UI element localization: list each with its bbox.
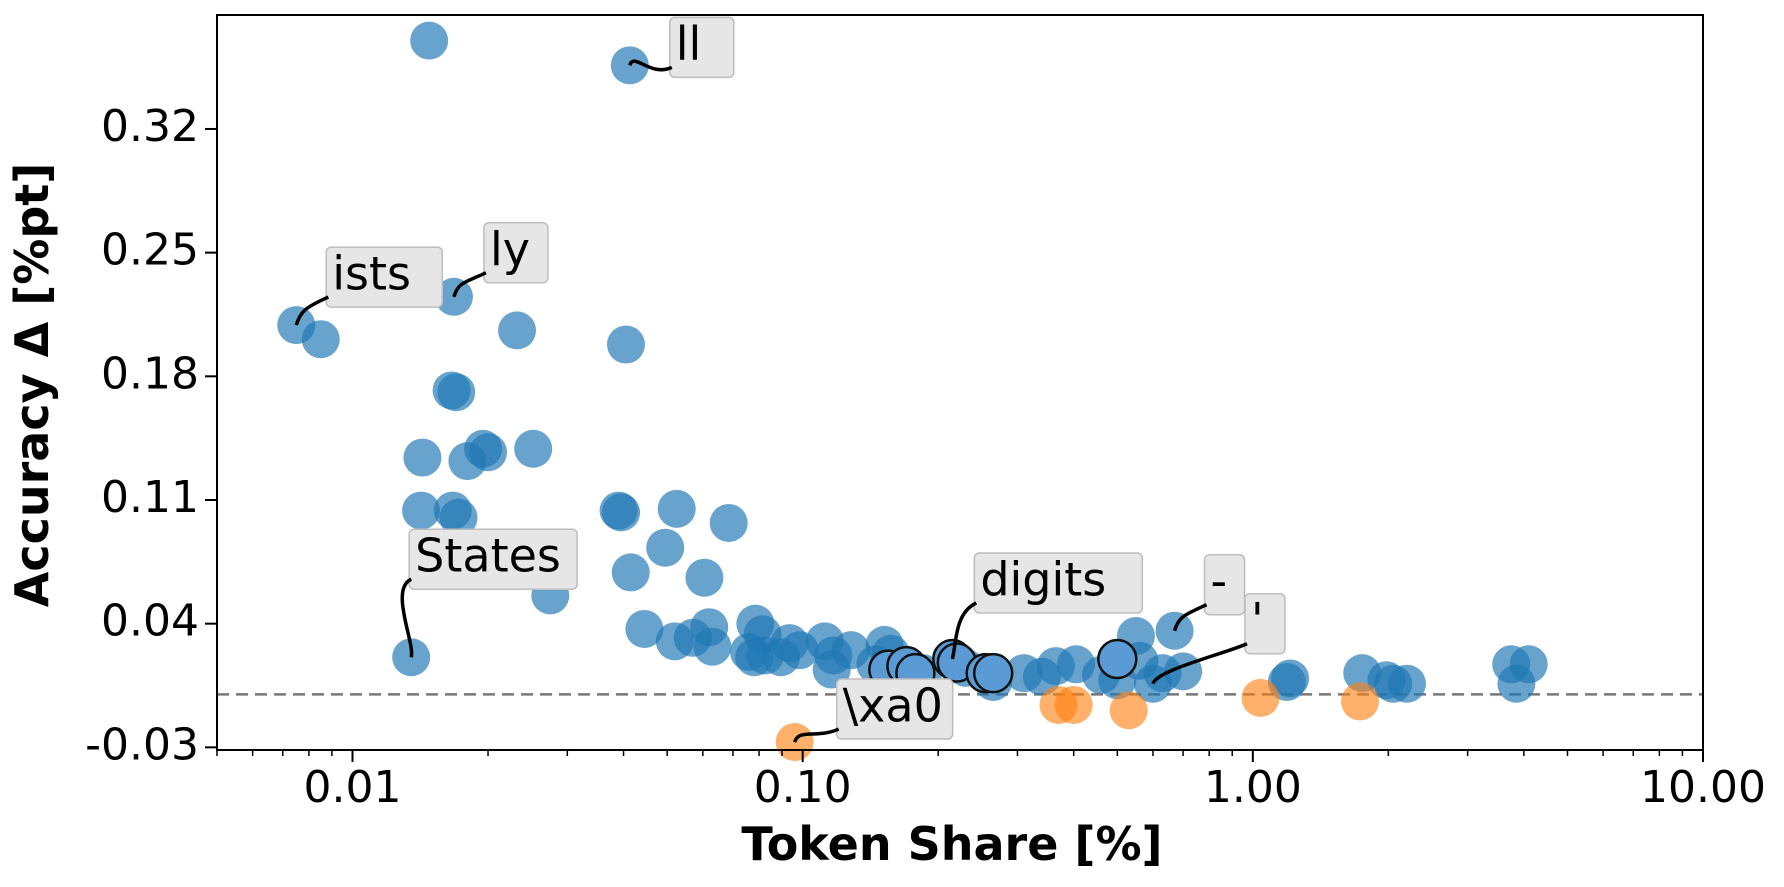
y-axis-title: Accuracy Δ [%pt] <box>5 163 59 608</box>
annotation-leader-line <box>400 577 414 658</box>
data-point-negative <box>1340 682 1379 721</box>
x-tick-label: 10.00 <box>1640 762 1766 813</box>
x-tick-label: 0.10 <box>754 762 852 813</box>
y-tick-label: 0.18 <box>101 348 199 399</box>
annotation: ly <box>452 222 549 298</box>
annotation-box <box>483 222 549 284</box>
annotation: - <box>1172 553 1246 632</box>
y-tick-label: 0.32 <box>101 101 199 152</box>
x-axis: 0.01 0.10 1.00 10.00 <box>216 750 1766 813</box>
plot-frame <box>216 14 1704 751</box>
x-tick-label: 0.01 <box>304 762 402 813</box>
annotation: ' <box>1151 592 1286 685</box>
annotation-label: ll <box>676 17 702 71</box>
y-tick-label: 0.25 <box>101 225 199 276</box>
annotation-leader-line <box>294 295 329 326</box>
x-tick-label: 1.00 <box>1204 762 1302 813</box>
data-point-positive <box>625 609 664 648</box>
y-tick-label: -0.03 <box>85 719 199 770</box>
data-point-positive <box>514 429 553 468</box>
data-point-positive <box>402 491 441 530</box>
annotation: ists <box>294 246 444 326</box>
annotation-label: digits <box>980 553 1106 607</box>
annotation-leader-line <box>452 271 487 298</box>
annotation: ll <box>628 16 735 79</box>
data-point-highlight <box>1097 638 1138 680</box>
annotation-box <box>1244 592 1286 655</box>
data-point-positive <box>439 498 478 537</box>
data-point-positive <box>611 553 650 592</box>
annotation-label: - <box>1211 554 1228 608</box>
data-point-negative <box>1109 691 1148 730</box>
annotation-box <box>408 528 578 590</box>
data-point-positive <box>657 489 696 528</box>
annotation-leader-line <box>950 601 978 660</box>
annotation: digits <box>950 552 1144 660</box>
annotation-leader-line <box>1151 642 1248 685</box>
annotation-label: States <box>415 529 561 583</box>
annotation-box <box>325 246 444 308</box>
annotation-label: ' <box>1251 593 1264 647</box>
y-tick-label: 0.11 <box>101 472 199 523</box>
data-point-positive <box>403 438 442 477</box>
data-point-positive <box>437 373 476 412</box>
annotations-layer: ll ists ly States digits -' \xa0 <box>294 16 1286 743</box>
data-point-positive <box>646 528 685 567</box>
x-axis-title: Token Share [%] <box>741 817 1162 871</box>
annotation-leader-line <box>1172 603 1208 632</box>
y-axis: -0.03 0.04 0.11 0.18 0.25 0.32 <box>85 101 217 770</box>
annotation-box <box>1203 553 1246 616</box>
data-point-negative <box>775 723 814 762</box>
annotation-box <box>669 16 735 79</box>
data-point-positive <box>301 320 340 359</box>
annotation-leader-line <box>793 727 840 743</box>
annotation: \xa0 <box>793 678 954 743</box>
y-tick-label: 0.04 <box>101 596 199 647</box>
data-point-highlight <box>972 652 1014 694</box>
points-layer <box>277 21 1548 762</box>
annotation-box <box>973 552 1144 614</box>
annotation-label: ly <box>490 222 530 276</box>
data-point-positive <box>606 325 645 364</box>
data-point-positive <box>1497 664 1536 703</box>
annotation-label: \xa0 <box>843 679 943 733</box>
data-point-positive <box>709 503 748 542</box>
data-point-positive <box>410 21 449 60</box>
data-point-negative <box>1054 685 1093 724</box>
plot-frame-layer <box>216 14 1704 751</box>
data-point-positive <box>1387 664 1426 703</box>
data-point-positive <box>448 442 487 481</box>
data-point-positive <box>685 558 724 597</box>
annotation-label: ists <box>332 247 411 301</box>
annotation-leader-line <box>628 59 673 72</box>
data-point-positive <box>602 493 641 532</box>
data-point-negative <box>1241 678 1280 717</box>
annotation: States <box>400 528 578 658</box>
annotation-box <box>835 678 954 740</box>
data-point-positive <box>498 311 537 350</box>
data-point-positive <box>693 627 732 666</box>
